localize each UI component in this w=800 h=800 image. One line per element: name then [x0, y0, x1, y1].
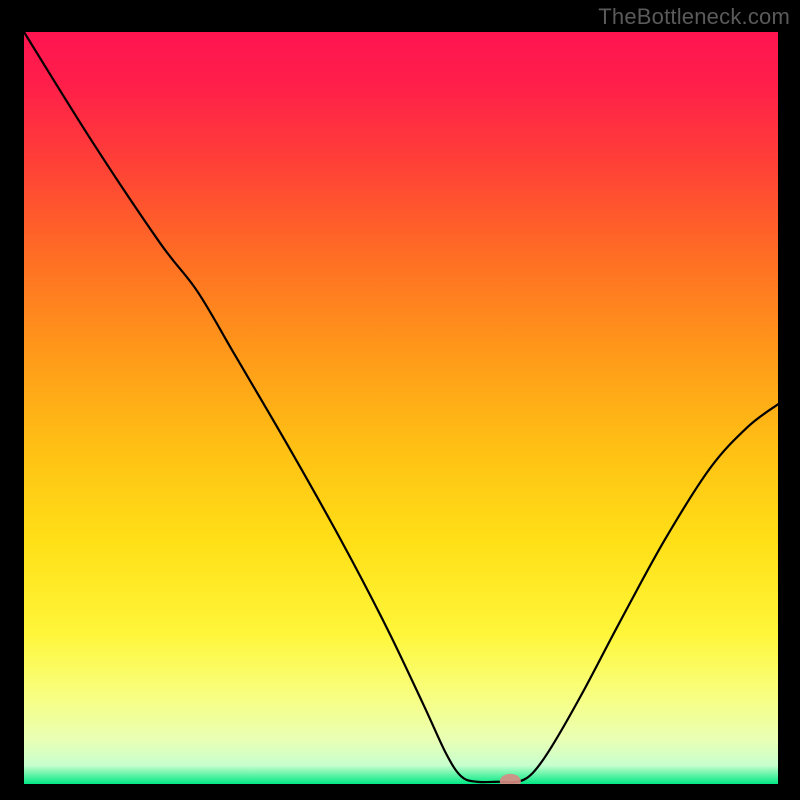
- watermark-text: TheBottleneck.com: [598, 4, 790, 30]
- bottleneck-chart: [24, 32, 778, 784]
- gradient-background: [24, 32, 778, 784]
